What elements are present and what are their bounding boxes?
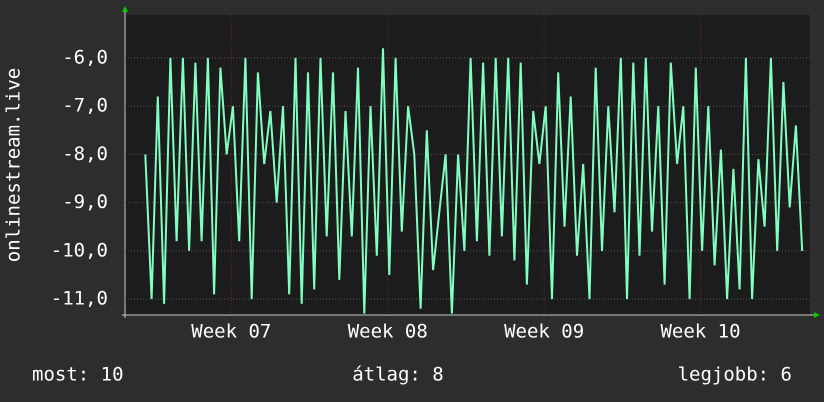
y-tick-label: -7,0 [62,95,108,117]
stat-text: most: 10 [32,364,124,386]
x-tick-label: Week 10 [660,321,740,343]
axis-arrow [814,312,820,318]
axis-arrow [122,6,128,12]
stat-text: átlag: 8 [352,364,444,386]
data-line [144,48,804,314]
x-tick-label: Week 07 [191,321,271,343]
x-tick-label: Week 08 [348,321,428,343]
y-tick-label: -11,0 [51,288,108,310]
x-tick-label: Week 09 [504,321,584,343]
y-tick-label: -8,0 [62,143,108,165]
y-tick-label: -6,0 [62,46,108,68]
y-tick-label: -10,0 [51,239,108,261]
y-tick-label: -9,0 [62,191,108,213]
stat-text: legjobb: 6 [678,364,792,386]
y-axis-label: onlinestream.live [3,68,25,262]
